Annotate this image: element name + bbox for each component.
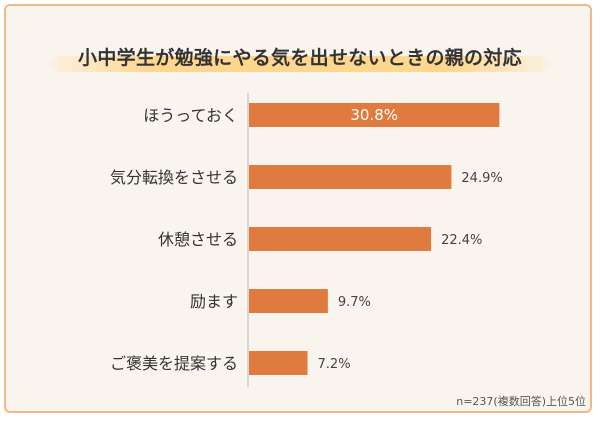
value-label: 30.8% bbox=[350, 106, 398, 124]
category-label: 励ます bbox=[190, 292, 238, 311]
bar bbox=[249, 165, 452, 189]
title-highlight bbox=[52, 56, 548, 72]
category-label: ほうっておく bbox=[143, 106, 238, 125]
bar bbox=[249, 289, 328, 313]
bar bbox=[249, 103, 500, 127]
bar bbox=[249, 351, 308, 375]
value-label: 22.4% bbox=[441, 233, 482, 248]
category-label: 休憩させる bbox=[158, 230, 238, 249]
category-label: 気分転換をさせる bbox=[110, 168, 238, 187]
chart-frame: 小中学生が勉強にやる気を出せないときの親の対応 bbox=[4, 4, 592, 413]
category-label: ご褒美を提案する bbox=[110, 354, 238, 373]
value-label: 9.7% bbox=[338, 295, 371, 310]
chart-title: 小中学生が勉強にやる気を出せないときの親の対応 bbox=[78, 46, 522, 69]
value-label: 7.2% bbox=[318, 357, 351, 372]
bar bbox=[249, 227, 432, 251]
title-area: 小中学生が勉強にやる気を出せないときの親の対応 bbox=[6, 36, 594, 76]
sample-note: n=237(複数回答)上位5位 bbox=[456, 395, 586, 408]
value-label: 24.9% bbox=[461, 171, 502, 186]
